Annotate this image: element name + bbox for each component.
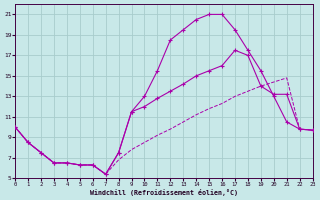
X-axis label: Windchill (Refroidissement éolien,°C): Windchill (Refroidissement éolien,°C) bbox=[90, 189, 238, 196]
